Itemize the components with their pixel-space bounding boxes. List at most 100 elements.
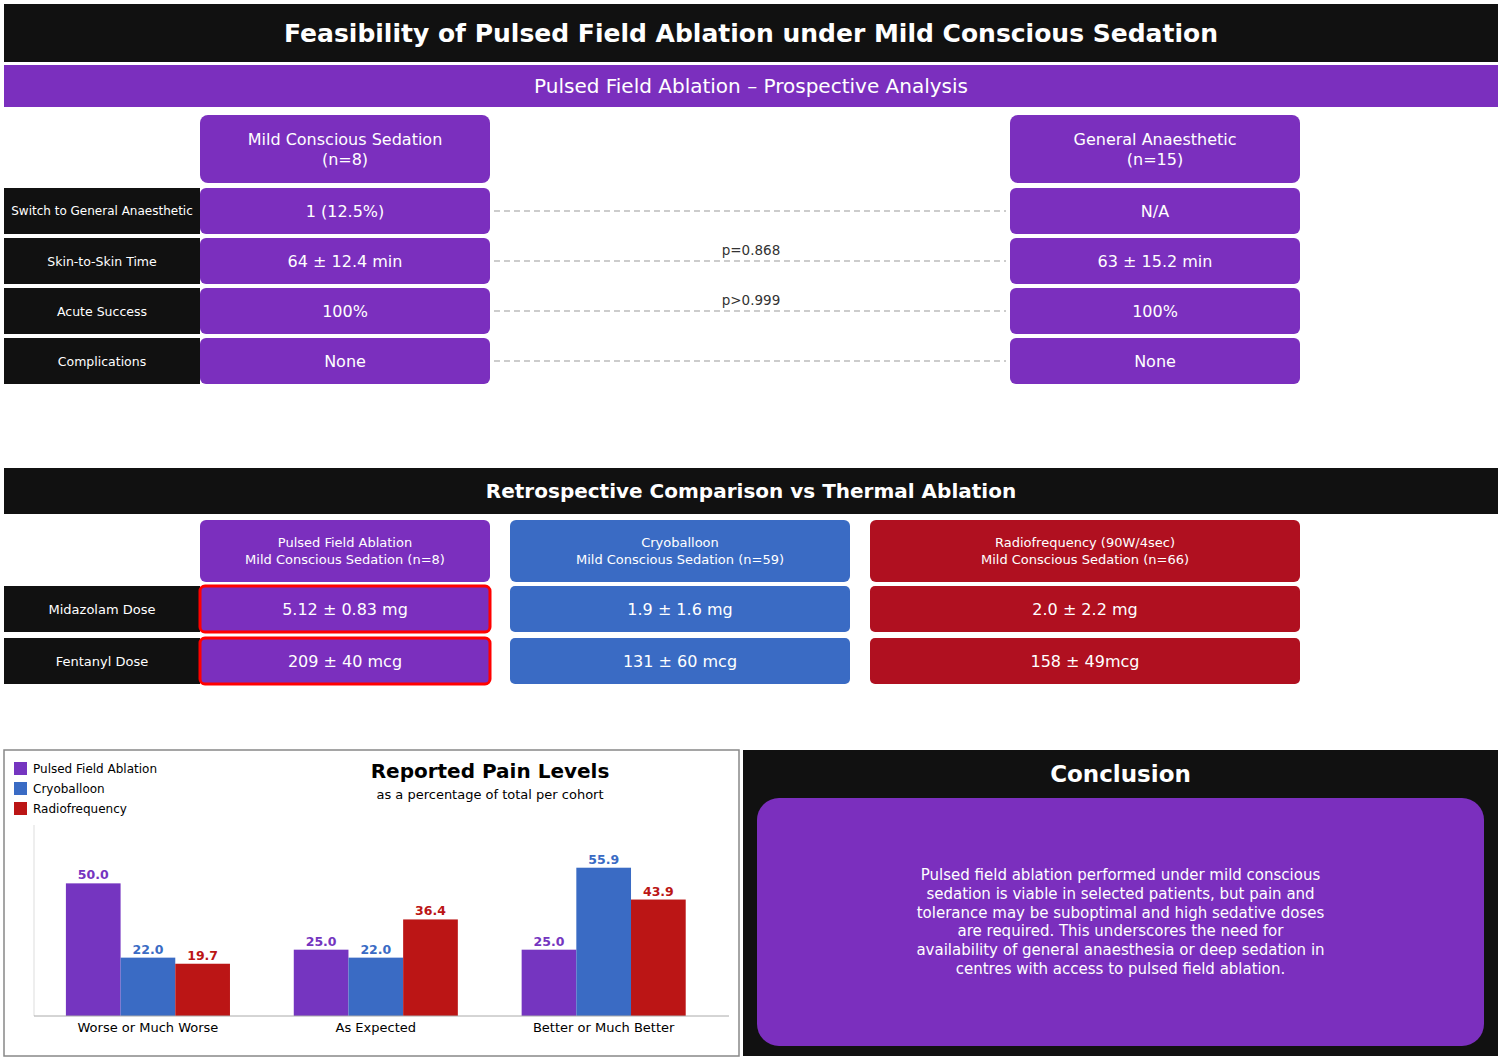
value-text-line: 1.9 ± 1.6 mg <box>627 600 732 619</box>
legend-label: Pulsed Field Ablation <box>33 762 157 776</box>
chart-subtitle: as a percentage of total per cohort <box>376 787 603 802</box>
data-label: 50.0 <box>78 867 109 882</box>
chart-panel <box>4 750 739 1056</box>
bar <box>631 900 686 1016</box>
column-header <box>870 520 1300 582</box>
conclusion-text-line: tolerance may be suboptimal and high sed… <box>917 904 1325 922</box>
bar <box>121 958 176 1016</box>
column-title: Radiofrequency (90W/4sec)Mild Conscious … <box>981 535 1189 566</box>
row-label: Skin-to-Skin Time <box>47 254 157 269</box>
connector <box>494 361 1006 362</box>
data-label: 25.0 <box>534 934 565 949</box>
data-label: 22.0 <box>360 942 391 957</box>
section-title: Retrospective Comparison vs Thermal Abla… <box>486 479 1016 503</box>
value-text-line: 158 ± 49mcg <box>1030 652 1139 671</box>
x-tick-label: Worse or Much Worse <box>77 1020 218 1035</box>
row-label-box <box>4 188 200 234</box>
p-value-line: p=0.868 <box>722 242 781 258</box>
section-title-line: Pulsed Field Ablation – Prospective Anal… <box>534 74 968 98</box>
value-text-line: 64 ± 12.4 min <box>288 252 403 271</box>
value-text: None <box>1134 352 1176 371</box>
value-text-line: None <box>1134 352 1176 371</box>
data-label: 25.0 <box>306 934 337 949</box>
column-title-line: (n=8) <box>322 150 368 169</box>
column-header <box>1010 115 1300 183</box>
connector <box>494 311 1006 312</box>
value-text-line: 2.0 ± 2.2 mg <box>1032 600 1137 619</box>
chart-subtitle-line: as a percentage of total per cohort <box>376 787 603 802</box>
data-label: 19.7 <box>187 948 218 963</box>
column-header <box>200 520 490 582</box>
chart-title: Reported Pain Levels <box>371 759 610 783</box>
legend-swatch <box>14 782 27 795</box>
column-title-line: Pulsed Field Ablation <box>278 535 412 550</box>
bar <box>294 950 349 1016</box>
value-box <box>1010 238 1300 284</box>
data-label: 43.9 <box>643 884 674 899</box>
row-label: Complications <box>58 354 146 369</box>
value-text: N/A <box>1141 202 1169 221</box>
column-title: CryoballoonMild Conscious Sedation (n=59… <box>576 535 784 566</box>
conclusion-box <box>757 798 1484 1046</box>
title-bar <box>4 4 1498 62</box>
title-line: Feasibility of Pulsed Field Ablation und… <box>284 19 1218 48</box>
bars <box>66 868 686 1016</box>
connector <box>494 261 1006 262</box>
value-text: 63 ± 15.2 min <box>1098 252 1213 271</box>
legend-label: Radiofrequency <box>33 802 127 816</box>
bar <box>175 964 230 1016</box>
value-text-line: N/A <box>1141 202 1169 221</box>
row-label: Switch to General Anaesthetic <box>11 204 193 218</box>
column-header <box>200 115 490 183</box>
column-title-line: (n=15) <box>1127 150 1183 169</box>
x-tick-label: Better or Much Better <box>533 1020 675 1035</box>
row-label-line: Switch to General Anaesthetic <box>11 204 193 218</box>
value-box <box>870 638 1300 684</box>
row-label-box <box>4 338 200 384</box>
x-tick-label: As Expected <box>336 1020 416 1035</box>
bar <box>66 883 121 1016</box>
value-box <box>200 586 490 632</box>
row-label-line: Acute Success <box>57 304 147 319</box>
bar <box>348 958 403 1016</box>
row-label-line: Fentanyl Dose <box>56 654 148 669</box>
column-title: General Anaesthetic(n=15) <box>1074 130 1237 169</box>
conclusion-text-line: centres with access to pulsed field abla… <box>956 960 1285 978</box>
data-label: 55.9 <box>588 852 619 867</box>
bar <box>576 868 631 1016</box>
section-header <box>4 468 1498 514</box>
value-box <box>200 338 490 384</box>
row-label-box <box>4 586 200 632</box>
section-header <box>4 65 1498 107</box>
value-text-line: 5.12 ± 0.83 mg <box>282 600 408 619</box>
value-text: None <box>324 352 366 371</box>
conclusion-panel <box>743 750 1498 1056</box>
row-label-box <box>4 638 200 684</box>
value-text-line: 131 ± 60 mcg <box>623 652 737 671</box>
value-box <box>1010 288 1300 334</box>
value-text: 2.0 ± 2.2 mg <box>1032 600 1137 619</box>
value-text: 1 (12.5%) <box>306 202 385 221</box>
infographic: Feasibility of Pulsed Field Ablation und… <box>0 0 1502 1060</box>
data-labels: 50.0 25.0 25.0 22.0 22.0 55.9 19.7 36.4 43.9 <box>78 852 674 963</box>
value-box <box>200 638 490 684</box>
data-label: 36.4 <box>415 903 446 918</box>
section-title-line: Retrospective Comparison vs Thermal Abla… <box>486 479 1016 503</box>
column-title-line: Mild Conscious Sedation (n=66) <box>981 552 1189 567</box>
value-box <box>200 238 490 284</box>
p-value-line: p>0.999 <box>722 292 781 308</box>
row-label-box <box>4 238 200 284</box>
bar <box>522 950 577 1016</box>
legend-swatch <box>14 762 27 775</box>
conclusion-text-line: sedation is viable in selected patients,… <box>926 885 1314 903</box>
value-box <box>870 586 1300 632</box>
column-title-line: Mild Conscious Sedation (n=59) <box>576 552 784 567</box>
legend-swatch <box>14 802 27 815</box>
value-text-line: 100% <box>1132 302 1178 321</box>
value-text: 1.9 ± 1.6 mg <box>627 600 732 619</box>
value-box <box>200 288 490 334</box>
data-label: 22.0 <box>133 942 164 957</box>
column-title: Mild Conscious Sedation(n=8) <box>248 130 443 169</box>
column-title-line: General Anaesthetic <box>1074 130 1237 149</box>
column-header <box>510 520 850 582</box>
